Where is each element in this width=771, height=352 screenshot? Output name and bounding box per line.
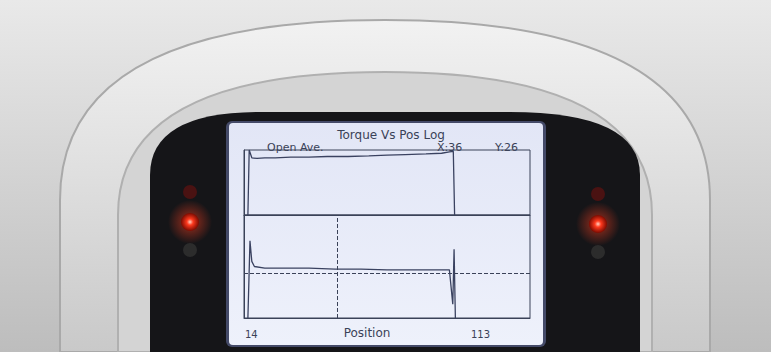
svg-text:Position: Position — [344, 326, 391, 340]
svg-text:Torque Vs Pos Log: Torque Vs Pos Log — [336, 128, 445, 142]
svg-text:Y:26: Y:26 — [494, 141, 518, 154]
svg-text:113: 113 — [471, 329, 490, 340]
svg-text:X:36: X:36 — [437, 141, 462, 154]
svg-text:Open Ave.: Open Ave. — [267, 141, 324, 154]
svg-text:14: 14 — [245, 329, 258, 340]
